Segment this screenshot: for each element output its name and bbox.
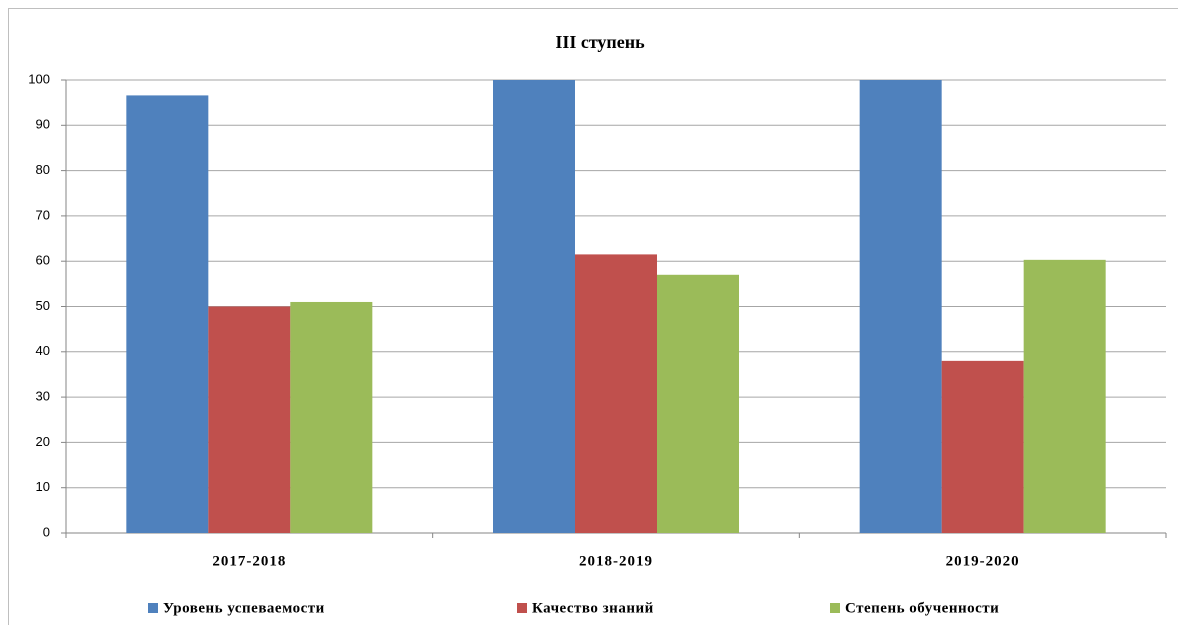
legend-swatch	[517, 603, 527, 613]
bar	[208, 306, 291, 533]
bar	[290, 301, 373, 533]
y-tick-label: 50	[36, 298, 50, 313]
y-tick-label: 80	[36, 162, 50, 177]
bar	[1023, 259, 1106, 533]
legend-label: Степень обученности	[845, 600, 999, 616]
y-tick-label: 10	[36, 479, 50, 494]
legend-swatch	[830, 603, 840, 613]
y-tick-label: 20	[36, 434, 50, 449]
bar	[657, 274, 739, 533]
bar	[575, 254, 657, 533]
x-tick-label: 2019-2020	[946, 553, 1020, 569]
x-tick-label: 2018-2019	[579, 553, 653, 569]
bar	[941, 360, 1024, 533]
legend-label: Уровень успеваемости	[163, 600, 325, 616]
x-tick-label: 2017-2018	[212, 553, 286, 569]
y-tick-label: 90	[36, 117, 50, 132]
legend-swatch	[148, 603, 158, 613]
y-tick-label: 60	[36, 253, 50, 268]
y-tick-label: 40	[36, 343, 50, 358]
legend-label: Качество знаний	[532, 600, 654, 616]
chart-frame	[8, 8, 1178, 625]
bar	[126, 95, 209, 533]
y-tick-label: 30	[36, 389, 50, 404]
bar	[859, 80, 942, 533]
y-tick-label: 100	[28, 71, 50, 86]
chart-title: III ступень	[555, 32, 645, 52]
y-tick-label: 0	[43, 524, 50, 539]
bar	[493, 80, 575, 533]
y-tick-label: 70	[36, 207, 50, 222]
